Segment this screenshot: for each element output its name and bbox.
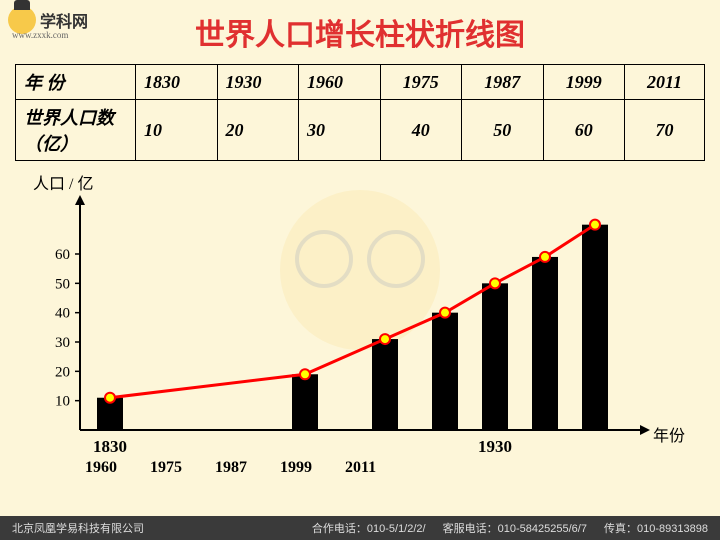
- logo-subtext: www.zxxk.com: [12, 30, 68, 40]
- svg-text:1960: 1960: [85, 459, 117, 476]
- cell: 1999: [543, 65, 625, 100]
- svg-text:2011: 2011: [345, 459, 376, 476]
- row-header: 年 份: [16, 65, 136, 100]
- y-axis-label: 人口 / 亿: [33, 170, 93, 194]
- svg-text:30: 30: [55, 335, 70, 351]
- cell: 60: [543, 100, 625, 161]
- svg-text:50: 50: [55, 276, 70, 292]
- data-table: 年 份 1830 1930 1960 1975 1987 1999 2011 世…: [15, 64, 705, 161]
- svg-text:60: 60: [55, 247, 70, 263]
- cell: 1930: [217, 65, 299, 100]
- cell: 70: [625, 100, 705, 161]
- cell: 30: [299, 100, 381, 161]
- chart-svg: 10 20 30 40 50 60 1830 1930 1960 1975 1987 1999 2011: [25, 170, 705, 490]
- footer-bar: 北京凤凰学易科技有限公司 合作电话：010-5/1/2/2/ 客服电话：010-…: [0, 516, 720, 540]
- x-axis-label: 年份: [653, 422, 685, 446]
- footer-fax: 传真：010-89313898: [604, 523, 708, 535]
- cell: 10: [136, 100, 218, 161]
- svg-text:10: 10: [55, 394, 70, 410]
- cell: 1960: [299, 65, 381, 100]
- footer-phone2: 客服电话：010-58425255/6/7: [443, 523, 587, 535]
- cell: 50: [462, 100, 544, 161]
- cell: 1987: [462, 65, 544, 100]
- svg-text:1987: 1987: [215, 459, 247, 476]
- slide: 学科网 www.zxxk.com 世界人口增长柱状折线图 年 份 1830 19…: [0, 0, 720, 540]
- table-row: 年 份 1830 1930 1960 1975 1987 1999 2011: [16, 65, 705, 100]
- svg-text:1830: 1830: [93, 437, 127, 456]
- cell: 20: [217, 100, 299, 161]
- svg-text:1999: 1999: [280, 459, 312, 476]
- footer-left: 北京凤凰学易科技有限公司: [12, 520, 144, 536]
- logo-text: 学科网: [40, 8, 88, 32]
- svg-text:1975: 1975: [150, 459, 182, 476]
- cell: 1975: [380, 65, 462, 100]
- svg-text:1930: 1930: [478, 437, 512, 456]
- chart: 人口 / 亿 年份 10 20 30 40 50 60 1830 1930 1960 1975 19…: [25, 170, 705, 500]
- footer-phone1: 合作电话：010-5/1/2/2/: [312, 523, 426, 535]
- cell: 40: [380, 100, 462, 161]
- page-title: 世界人口增长柱状折线图: [0, 0, 720, 54]
- cell: 2011: [625, 65, 705, 100]
- row-header: 世界人口数（亿）: [16, 100, 136, 161]
- table-row: 世界人口数（亿） 10 20 30 40 50 60 70: [16, 100, 705, 161]
- cell: 1830: [136, 65, 218, 100]
- footer-right: 合作电话：010-5/1/2/2/ 客服电话：010-58425255/6/7 …: [298, 520, 708, 536]
- svg-text:20: 20: [55, 364, 70, 380]
- svg-text:40: 40: [55, 306, 70, 322]
